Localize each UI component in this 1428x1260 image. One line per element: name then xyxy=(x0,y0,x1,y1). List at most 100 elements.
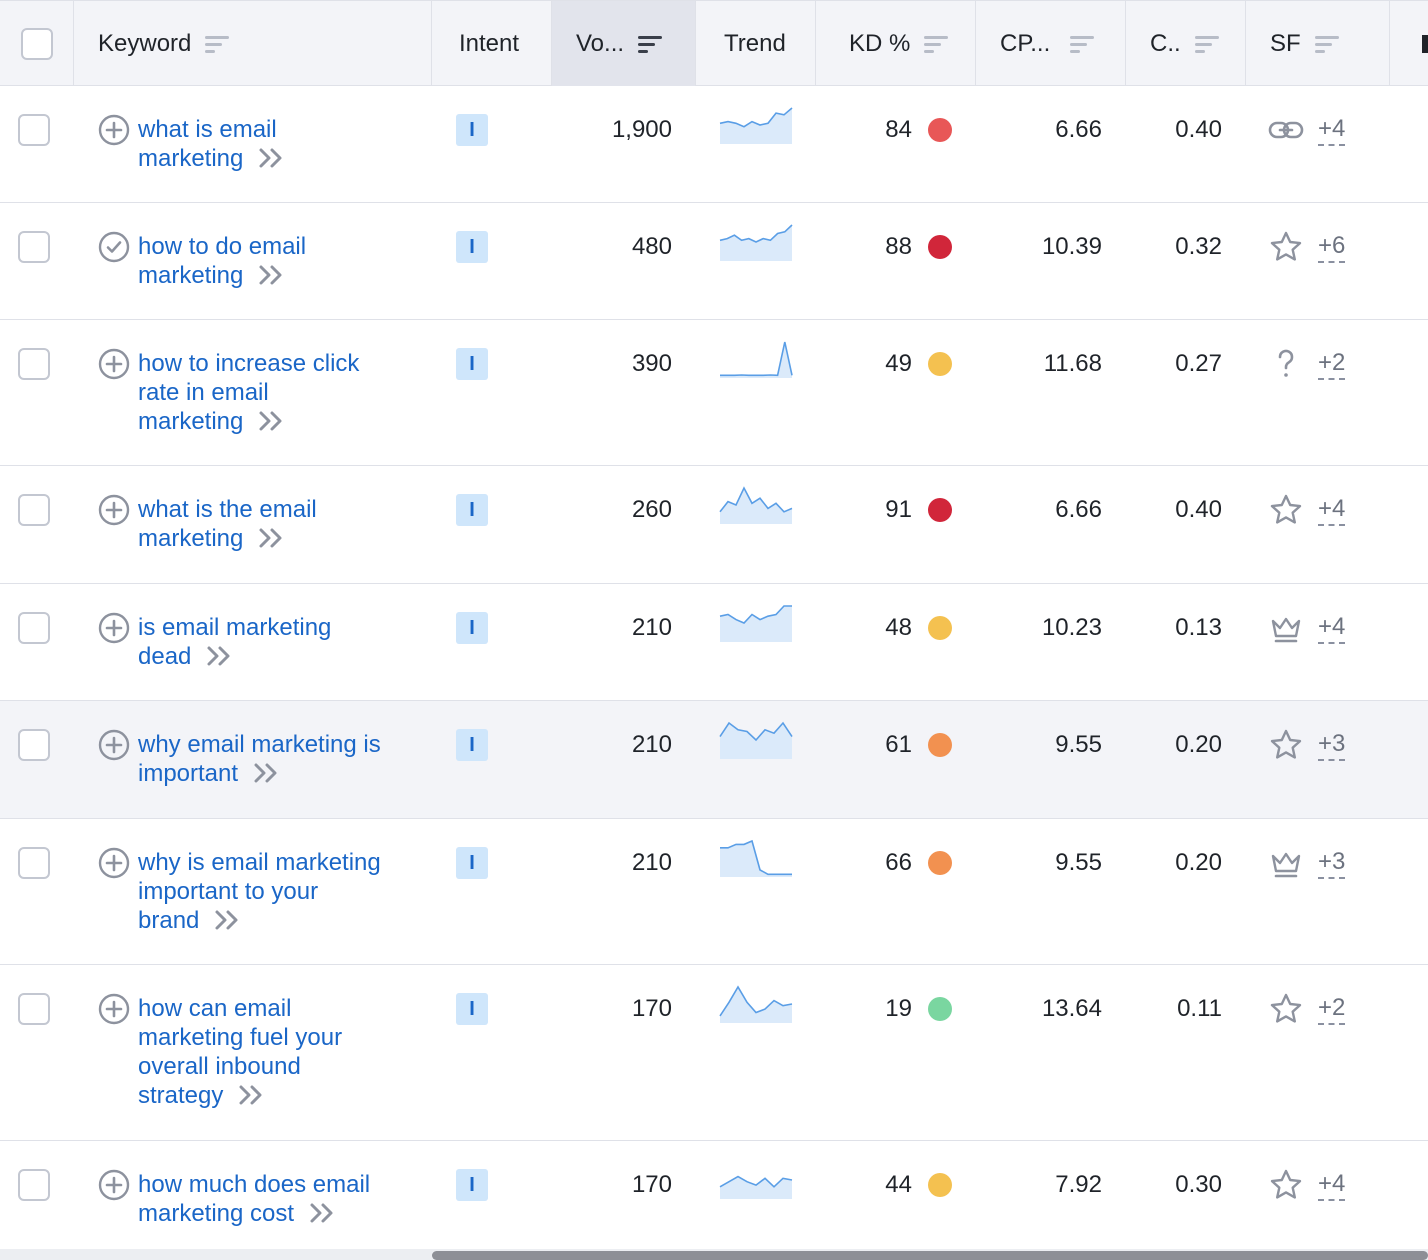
keyword-link[interactable]: why is email marketing important to your b… xyxy=(138,848,428,935)
plus-circle-icon[interactable] xyxy=(98,993,130,1025)
keyword-text-line[interactable]: how to do email xyxy=(138,233,307,260)
keyword-link[interactable]: what is the email marketing xyxy=(138,495,428,553)
keyword-link[interactable]: how can email marketing fuel your overall … xyxy=(138,994,428,1110)
keyword-text-line[interactable]: strategy xyxy=(138,1082,224,1109)
keyword-text-line[interactable]: marketing fuel your xyxy=(138,1024,343,1051)
sort-icon[interactable] xyxy=(1070,33,1096,55)
table-row[interactable]: how to do email marketing I 480 88 10.39 0.32 +… xyxy=(0,203,1428,320)
double-chevron-right-icon[interactable] xyxy=(213,908,243,932)
keyword-text-line[interactable]: overall inbound xyxy=(138,1053,301,1080)
serp-features-more-link[interactable]: +3 xyxy=(1318,729,1346,761)
serp-features-more-link[interactable]: +2 xyxy=(1318,993,1346,1025)
double-chevron-right-icon[interactable] xyxy=(308,1201,338,1225)
keyword-text-line[interactable]: marketing xyxy=(138,408,244,435)
column-header-keyword[interactable]: Keyword xyxy=(74,1,432,86)
double-chevron-right-icon[interactable] xyxy=(257,526,287,550)
column-label-intent: Intent xyxy=(459,29,520,57)
serp-features-more-link[interactable]: +2 xyxy=(1318,348,1346,380)
keyword-text-line[interactable]: marketing xyxy=(138,262,244,289)
plus-circle-icon[interactable] xyxy=(98,847,130,879)
keyword-text-line[interactable]: marketing xyxy=(138,145,244,172)
row-checkbox[interactable] xyxy=(18,114,50,146)
keyword-text-line[interactable]: what is the email xyxy=(138,496,317,523)
plus-circle-icon[interactable] xyxy=(98,494,130,526)
sort-descending-icon[interactable] xyxy=(638,33,664,55)
keyword-link[interactable]: what is email marketing xyxy=(138,115,428,173)
sort-icon[interactable] xyxy=(1194,33,1221,55)
serp-features-more-link[interactable]: +4 xyxy=(1318,494,1346,526)
keyword-link[interactable]: why email marketing is important xyxy=(138,730,428,788)
table-row[interactable]: how much does email marketing cost I 170 44 7… xyxy=(0,1141,1428,1260)
column-header-sf[interactable]: SF xyxy=(1246,1,1390,86)
keyword-text-line[interactable]: important to your xyxy=(138,878,319,905)
column-header-volume[interactable]: Vo... xyxy=(552,1,696,86)
table-row[interactable]: why is email marketing important to your b… xyxy=(0,819,1428,965)
keyword-text-line[interactable]: what is email xyxy=(138,116,277,143)
keyword-text-line[interactable]: brand xyxy=(138,907,200,934)
column-header-competition[interactable]: C.. xyxy=(1126,1,1246,86)
keyword-text-line[interactable]: rate in email xyxy=(138,379,269,406)
table-row[interactable]: how can email marketing fuel your overall … xyxy=(0,965,1428,1141)
row-checkbox[interactable] xyxy=(18,1169,50,1201)
plus-circle-icon[interactable] xyxy=(98,1169,130,1201)
row-checkbox[interactable] xyxy=(18,494,50,526)
row-checkbox[interactable] xyxy=(18,612,50,644)
sort-icon[interactable] xyxy=(924,33,950,55)
table-row[interactable]: what is the email marketing I 260 91 6.66 0.40… xyxy=(0,466,1428,584)
table-row[interactable]: how to increase click rate in email market… xyxy=(0,320,1428,466)
plus-circle-icon[interactable] xyxy=(98,348,130,380)
serp-features-more-link[interactable]: +4 xyxy=(1318,612,1346,644)
serp-features-more-link[interactable]: +3 xyxy=(1318,847,1346,879)
plus-circle-icon[interactable] xyxy=(98,612,130,644)
select-all-checkbox[interactable] xyxy=(20,27,53,60)
column-header-cpc[interactable]: CP... xyxy=(976,1,1126,86)
serp-features-more-link[interactable]: +4 xyxy=(1318,114,1346,146)
keyword-text-line[interactable]: how much does email xyxy=(138,1171,371,1198)
double-chevron-right-icon[interactable] xyxy=(205,644,235,668)
star-icon xyxy=(1268,1167,1304,1203)
column-header-kd[interactable]: KD % xyxy=(816,1,976,86)
keyword-text-line[interactable]: how can email xyxy=(138,995,292,1022)
keyword-text-line[interactable]: dead xyxy=(138,643,192,670)
keyword-link[interactable]: how to increase click rate in email market… xyxy=(138,349,428,436)
double-chevron-right-icon[interactable] xyxy=(237,1083,267,1107)
star-icon xyxy=(1268,492,1304,528)
link-icon xyxy=(1268,112,1304,148)
cpc-value: 13.64 xyxy=(1041,995,1102,1022)
double-chevron-right-icon[interactable] xyxy=(257,263,287,287)
sort-icon[interactable] xyxy=(1314,33,1341,55)
row-checkbox[interactable] xyxy=(18,729,50,761)
serp-features-more-link[interactable]: +4 xyxy=(1318,1169,1346,1201)
keyword-text-line[interactable]: why is email marketing xyxy=(138,849,381,876)
column-label-sf: SF xyxy=(1270,29,1301,57)
keyword-text-line[interactable]: how to increase click xyxy=(138,350,360,377)
horizontal-scrollbar-thumb[interactable] xyxy=(432,1251,1428,1260)
row-checkbox[interactable] xyxy=(18,231,50,263)
kd-value: 88 xyxy=(885,233,912,260)
sort-icon[interactable] xyxy=(205,33,231,55)
plus-circle-icon[interactable] xyxy=(98,114,130,146)
keyword-text-line[interactable]: important xyxy=(138,760,239,787)
keyword-link[interactable]: is email marketing dead xyxy=(138,613,428,671)
double-chevron-right-icon[interactable] xyxy=(257,146,287,170)
keyword-text-line[interactable]: why email marketing is xyxy=(138,731,381,758)
keyword-link[interactable]: how much does email marketing cost xyxy=(138,1170,428,1228)
row-checkbox[interactable] xyxy=(18,847,50,879)
row-checkbox[interactable] xyxy=(18,348,50,380)
trend-sparkline xyxy=(719,1175,793,1199)
check-circle-icon[interactable] xyxy=(98,231,130,263)
keyword-text-line[interactable]: marketing cost xyxy=(138,1200,295,1227)
serp-features-more-link[interactable]: +6 xyxy=(1318,231,1346,263)
row-checkbox[interactable] xyxy=(18,993,50,1025)
star-icon xyxy=(1268,727,1304,763)
table-row[interactable]: is email marketing dead I 210 48 10.23 0.13 +4 xyxy=(0,584,1428,701)
table-row[interactable]: what is email marketing I 1,900 84 6.66 0.40 +4 xyxy=(0,86,1428,203)
table-row[interactable]: why email marketing is important I 210 61 9.5… xyxy=(0,701,1428,819)
double-chevron-right-icon[interactable] xyxy=(252,761,282,785)
keyword-text-line[interactable]: is email marketing xyxy=(138,614,332,641)
double-chevron-right-icon[interactable] xyxy=(257,409,287,433)
keyword-link[interactable]: how to do email marketing xyxy=(138,232,428,290)
keyword-text-line[interactable]: marketing xyxy=(138,525,244,552)
plus-circle-icon[interactable] xyxy=(98,729,130,761)
column-header-intent[interactable]: Intent xyxy=(432,1,552,86)
